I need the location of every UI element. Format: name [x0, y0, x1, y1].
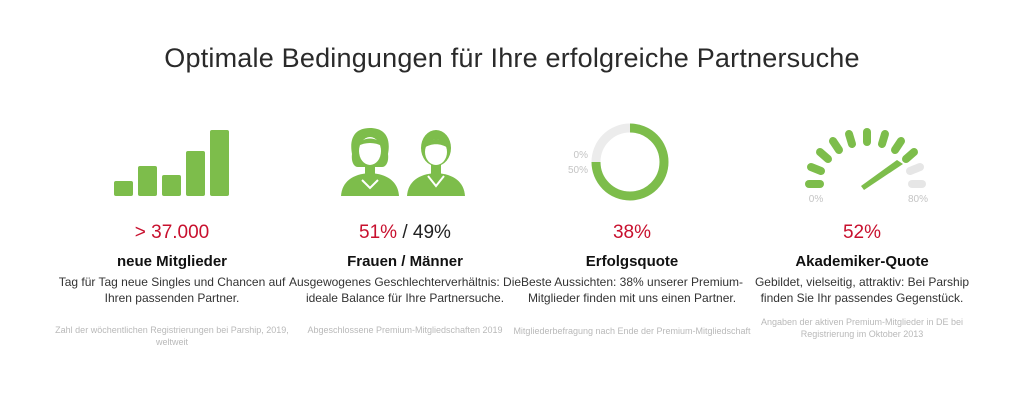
- stat-value: 38%: [612, 222, 652, 243]
- feature-title: Akademiker-Quote: [795, 253, 929, 270]
- feature-description: Beste Aussichten: 38% unserer Premium-Mi…: [520, 275, 744, 305]
- donut-gauge-icon: 0% 50%: [512, 118, 752, 208]
- svg-text:0%: 0%: [809, 194, 824, 205]
- feature-title: Frauen / Männer: [347, 253, 463, 270]
- feature-source: Mitgliederbefragung nach Ende der Premiu…: [513, 326, 751, 336]
- feature-description: Tag für Tag neue Singles und Chancen auf…: [58, 275, 286, 305]
- feature-new-members: > 37.000 neue Mitglieder Tag für Tag neu…: [52, 118, 292, 348]
- stat-value: 51% / 49%: [359, 222, 451, 243]
- woman-icon: [341, 128, 399, 196]
- feature-description: Gebildet, vielseitig, attraktiv: Bei Par…: [754, 275, 970, 305]
- bar-chart-icon: [52, 118, 292, 208]
- page-title: Optimale Bedingungen für Ihre erfolgreic…: [164, 43, 860, 73]
- feature-description: Ausgewogenes Geschlechterverhältnis: Die…: [288, 275, 522, 305]
- svg-text:80%: 80%: [908, 194, 928, 205]
- speedometer-icon: 0% 80%: [742, 118, 982, 208]
- man-icon: [407, 130, 465, 196]
- woman-man-icon: [285, 118, 525, 208]
- svg-text:0%: 0%: [574, 150, 589, 161]
- stat-value: > 37.000: [134, 222, 210, 243]
- feature-title: Erfolgsquote: [585, 253, 679, 270]
- feature-gender-ratio: 51% / 49% Frauen / Männer Ausgewogenes G…: [285, 118, 525, 336]
- feature-source: Zahl der wöchentlichen Registrierungen b…: [55, 325, 289, 347]
- feature-source: Abgeschlossene Premium-Mitgliedschaften …: [307, 325, 503, 335]
- feature-academic-rate: 0% 80% 52% Akademiker-Quote Gebildet, vi…: [742, 118, 982, 340]
- stat-value: 52%: [842, 222, 882, 243]
- feature-success-rate: 0% 50% 38% Erfolgsquote Beste Aussichten…: [512, 118, 752, 337]
- feature-source: Angaben der aktiven Premium-Mitglieder i…: [760, 317, 964, 339]
- svg-text:50%: 50%: [568, 165, 588, 176]
- feature-title: neue Mitglieder: [116, 253, 228, 270]
